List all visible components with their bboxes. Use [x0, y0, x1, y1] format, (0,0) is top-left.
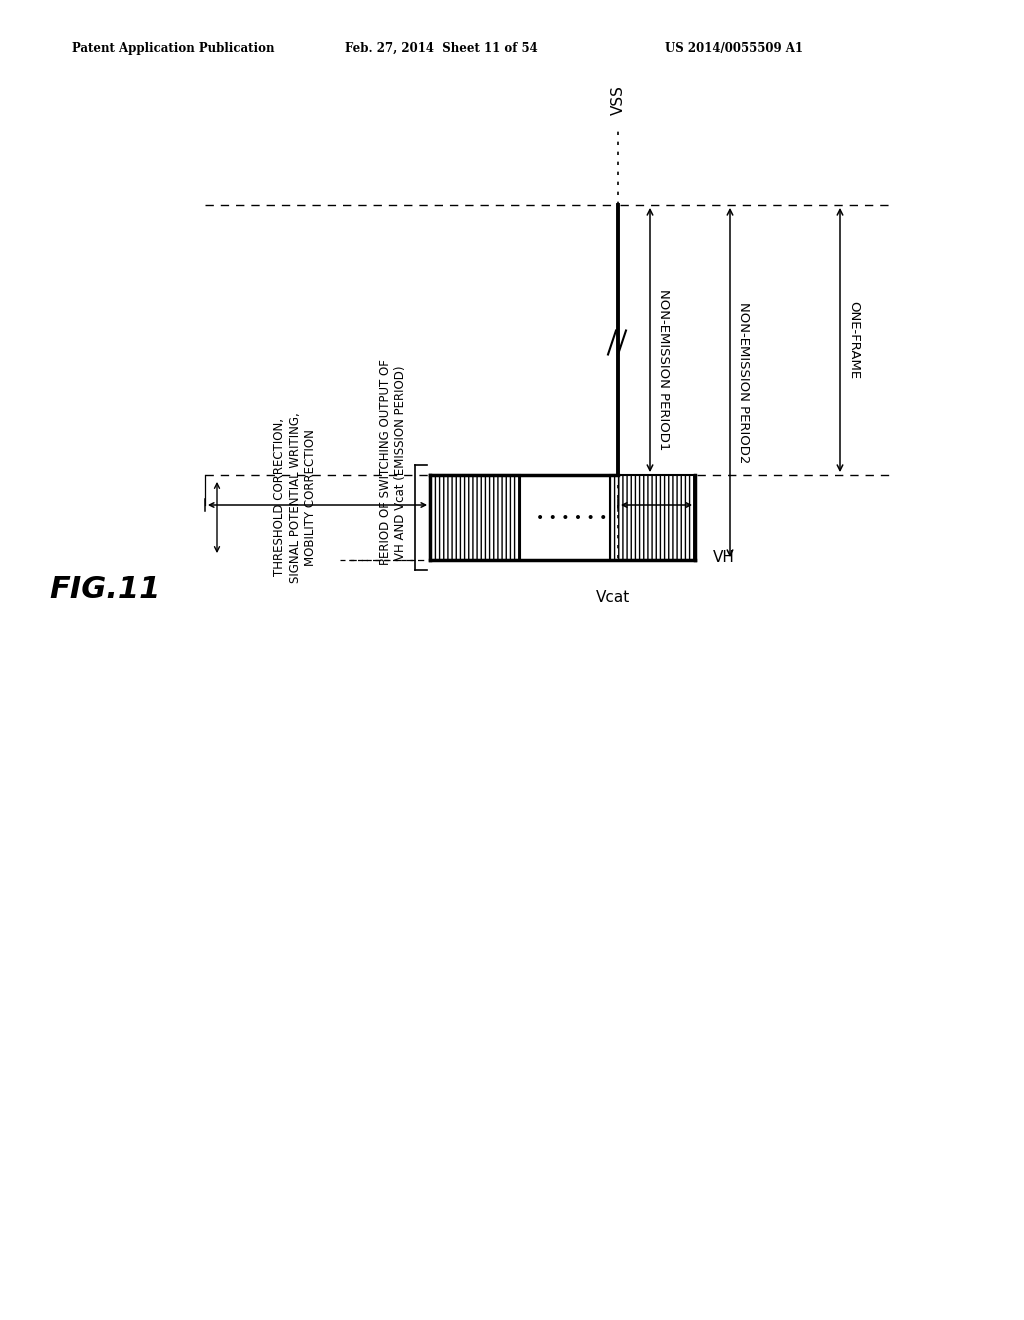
- Text: NON-EMISSION PERIOD2: NON-EMISSION PERIOD2: [736, 302, 750, 463]
- Text: Vcat: Vcat: [596, 590, 630, 605]
- Text: • • • • • •: • • • • • •: [537, 511, 607, 524]
- Text: PERIOD OF SWITCHING OUTPUT OF
VH AND Vcat (EMISSION PERIOD): PERIOD OF SWITCHING OUTPUT OF VH AND Vca…: [379, 359, 407, 565]
- Text: Patent Application Publication: Patent Application Publication: [72, 42, 274, 55]
- Text: US 2014/0055509 A1: US 2014/0055509 A1: [665, 42, 803, 55]
- Text: ONE-FRAME: ONE-FRAME: [848, 301, 860, 379]
- Text: NON-EMISSION PERIOD1: NON-EMISSION PERIOD1: [656, 289, 670, 450]
- Text: FIG.11: FIG.11: [49, 576, 161, 605]
- Text: Feb. 27, 2014  Sheet 11 of 54: Feb. 27, 2014 Sheet 11 of 54: [345, 42, 538, 55]
- Bar: [610, 475, 695, 560]
- Bar: [430, 475, 520, 560]
- Text: VSS: VSS: [610, 84, 626, 115]
- Text: VH: VH: [713, 550, 735, 565]
- Text: THRESHOLD CORRECTION,
SIGNAL POTENTIAL WRITING,
MOBILITY CORRECTION: THRESHOLD CORRECTION, SIGNAL POTENTIAL W…: [273, 412, 316, 583]
